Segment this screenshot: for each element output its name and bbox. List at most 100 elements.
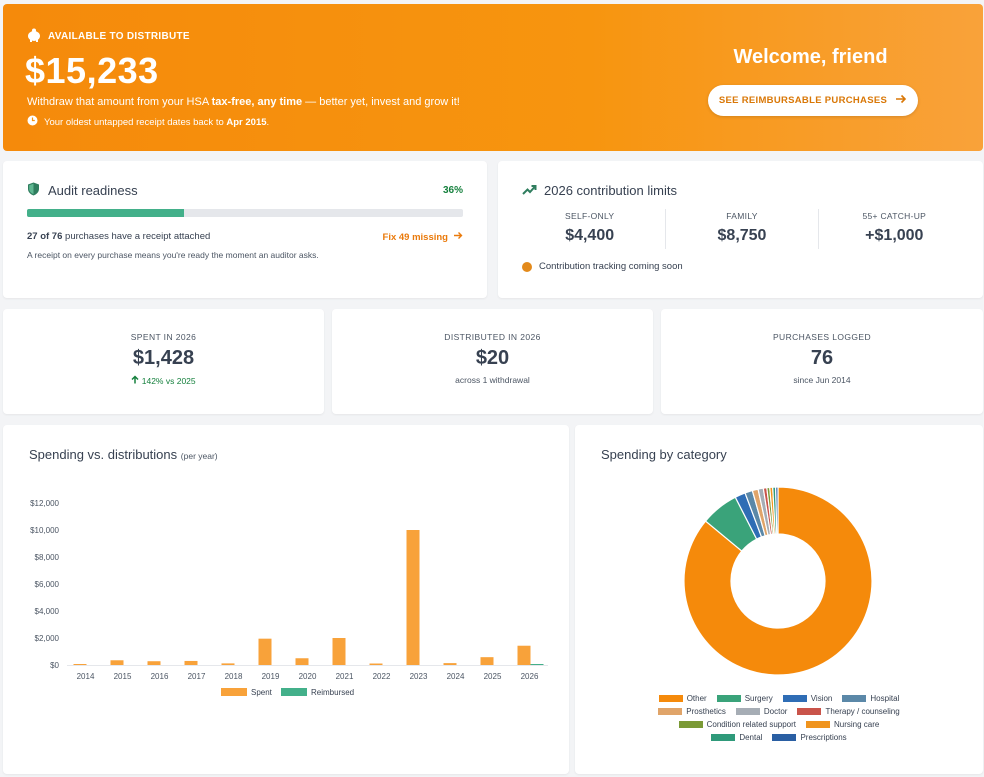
legend-label: Prosthetics [686, 707, 726, 716]
arrow-right-icon [453, 231, 463, 243]
arrow-up-icon [131, 375, 141, 386]
legend-item: Surgery [716, 694, 773, 703]
legend-swatch [678, 721, 703, 728]
trending-up-icon [522, 183, 537, 198]
legend-item: Hospital [842, 694, 899, 703]
receipt-count: 27 of 76 purchases have a receipt attach… [27, 231, 211, 242]
bar-spent-2025 [480, 657, 494, 665]
bar-spent-2022 [369, 663, 383, 665]
y-tick-label: $6,000 [35, 580, 60, 589]
bar-spent-2016 [147, 661, 161, 665]
legend-label: Condition related support [706, 720, 797, 729]
audit-title: Audit readiness [27, 182, 138, 199]
x-tick-label: 2018 [225, 672, 243, 681]
slice-other [683, 487, 873, 676]
stat-value: $20 [475, 347, 510, 369]
bar-chart: $0 $2,000 $4,000 $6,000 $8,000 $10,000 $12,000… [30, 499, 548, 697]
legend-swatch [782, 695, 807, 702]
hero-eyebrow: AVAILABLE TO DISTRIBUTE [27, 28, 190, 45]
bar-spent-2019 [258, 638, 272, 665]
legend-row: Other Surgery Vision Hospital [575, 694, 983, 703]
legend-item: Nursing care [806, 720, 879, 729]
arrow-right-icon [895, 94, 907, 107]
y-tick-label: $0 [50, 661, 59, 670]
x-tick-label: 2015 [114, 672, 132, 681]
legend-label: Dental [739, 733, 763, 742]
legend-swatch [735, 708, 760, 715]
limits-title: 2026 contribution limits [522, 183, 677, 198]
x-tick-label: 2026 [521, 672, 539, 681]
shield-icon [27, 182, 40, 199]
stat-label: PURCHASES LOGGED [772, 332, 872, 342]
bar-spent-2014 [73, 664, 87, 665]
bar-spent-2024 [443, 663, 457, 665]
legend-item: Therapy / counseling [797, 707, 900, 716]
stat-label: SPENT IN 2026 [130, 332, 197, 342]
legend-label: Hospital [870, 694, 900, 703]
bar-reimbursed-2026 [530, 664, 544, 665]
x-tick-label: 2025 [484, 672, 502, 681]
clock-icon [27, 115, 38, 129]
legend-item: Dental [711, 733, 762, 742]
legend-swatch [806, 721, 831, 728]
legend-swatch [797, 708, 822, 715]
spending-by-category-card: Spending by category Other Surgery Vision H… [575, 425, 983, 774]
legend-label: Therapy / counseling [825, 707, 900, 716]
legend-item: Prosthetics [658, 707, 726, 716]
slice-prescriptions [775, 487, 779, 535]
y-tick-label: $8,000 [35, 553, 60, 562]
y-tick-label: $2,000 [35, 634, 60, 643]
x-tick-label: 2022 [373, 672, 391, 681]
y-tick-label: $12,000 [30, 499, 59, 508]
stat-distributed: DISTRIBUTED IN 2026 $20 across 1 withdra… [332, 309, 653, 414]
audit-progress-bar [27, 209, 463, 217]
legend-item: Condition related support [678, 720, 797, 729]
legend-item: Doctor [735, 707, 788, 716]
see-reimbursable-purchases-button[interactable]: SEE REIMBURSABLE PURCHASES [708, 85, 918, 116]
legend-row: Dental Prescriptions [575, 733, 983, 742]
legend-swatch [658, 695, 683, 702]
legend-label: Surgery [744, 694, 773, 703]
legend-row: Prosthetics Doctor Therapy / counseling [575, 707, 983, 716]
audit-progress-fill [27, 209, 184, 217]
status-dot-icon [522, 261, 532, 272]
donut-chart-title: Spending by category [601, 447, 727, 462]
x-tick-label: 2017 [188, 672, 206, 681]
audit-readiness-card: Audit readiness 36% 27 of 76 purchases h… [3, 161, 487, 298]
bar-spent-2017 [184, 660, 198, 665]
category-legend: Other Surgery Vision Hospital Prosthetics Doc… [575, 694, 983, 746]
legend-label: Other [686, 694, 707, 703]
legend-item: Other [658, 694, 707, 703]
bar-spent-2026 [517, 645, 531, 665]
limit-catch-up: 55+ CATCH-UP +$1,000 [817, 209, 970, 249]
legend-label-reimbursed: Reimbursed [311, 688, 354, 697]
piggy-bank-icon [27, 28, 41, 45]
available-amount: $15,233 [25, 50, 159, 91]
legend-label: Doctor [763, 707, 788, 716]
legend-swatch [658, 708, 683, 715]
x-tick-label: 2020 [299, 672, 317, 681]
legend-swatch-spent [221, 688, 247, 696]
legend-swatch-reimbursed [281, 688, 307, 696]
legend-swatch [842, 695, 867, 702]
cta-label: SEE REIMBURSABLE PURCHASES [718, 95, 888, 106]
limits-columns: SELF-ONLY $4,400 FAMILY $8,750 55+ CATCH… [514, 209, 970, 249]
legend-item: Vision [782, 694, 832, 703]
x-tick-label: 2019 [262, 672, 280, 681]
x-tick-label: 2024 [447, 672, 465, 681]
stat-spent: SPENT IN 2026 $1,428 142% vs 2025 [3, 309, 324, 414]
legend-label: Prescriptions [800, 733, 847, 742]
stat-meta: since Jun 2014 [793, 375, 851, 385]
contribution-limits-card: 2026 contribution limits SELF-ONLY $4,40… [498, 161, 983, 298]
legend-swatch [772, 734, 797, 741]
legend-row: Condition related support Nursing care [575, 720, 983, 729]
stat-value: 76 [810, 347, 834, 369]
welcome-heading: Welcome, friend [733, 46, 888, 68]
bar-spent-2023 [406, 530, 420, 665]
legend-label-spent: Spent [251, 688, 273, 697]
stat-purchases: PURCHASES LOGGED 76 since Jun 2014 [661, 309, 983, 414]
fix-missing-link[interactable]: Fix 49 missing [383, 231, 463, 243]
hero-eyebrow-label: AVAILABLE TO DISTRIBUTE [48, 31, 190, 42]
legend-swatch [711, 734, 736, 741]
x-tick-label: 2016 [151, 672, 169, 681]
